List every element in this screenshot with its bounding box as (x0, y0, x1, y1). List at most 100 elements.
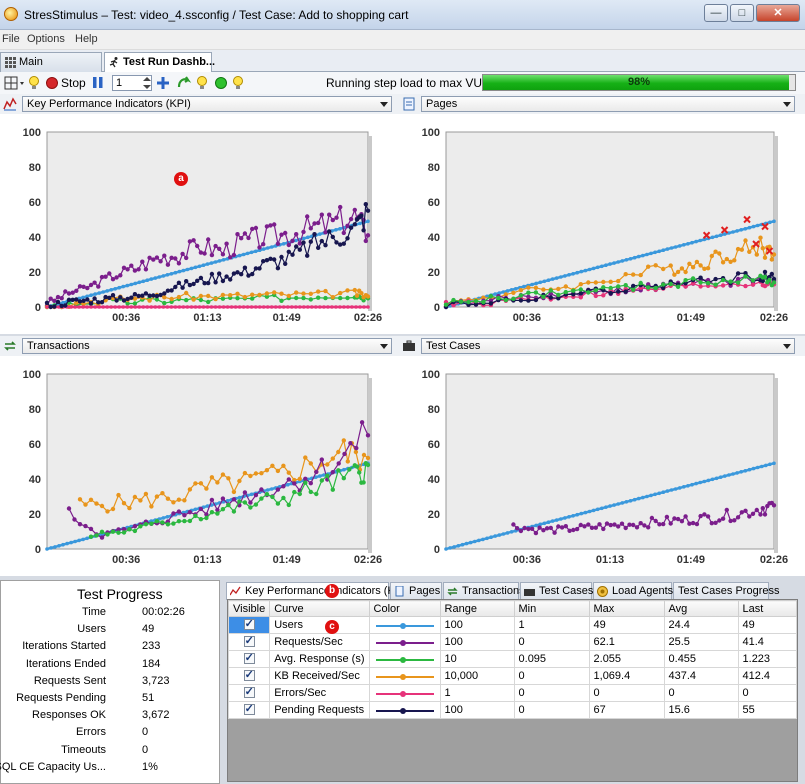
tab-pages-label: Pages (409, 585, 441, 597)
col-visible[interactable]: Visible (227, 600, 271, 617)
series-point (290, 305, 294, 309)
stop-button[interactable]: Stop (46, 76, 86, 92)
series-point (466, 299, 471, 305)
stepper-arrows-icon[interactable] (142, 75, 152, 91)
col-max[interactable]: Max (588, 600, 665, 617)
series-point (595, 507, 600, 512)
series-point (705, 266, 711, 271)
status-green-icon[interactable] (214, 75, 228, 91)
series-point (710, 235, 715, 240)
visible-checkbox[interactable] (243, 668, 255, 681)
maximize-button[interactable]: □ (730, 4, 754, 22)
cell-max: 1,069.4 (588, 667, 665, 685)
series-point (275, 266, 281, 271)
visible-checkbox[interactable] (243, 651, 255, 664)
error-marker (743, 215, 751, 224)
visible-checkbox[interactable] (243, 685, 255, 698)
series-point (496, 295, 501, 301)
series-point (653, 492, 657, 497)
curve-color-swatch (368, 667, 441, 685)
pages-selector-dropdown[interactable]: Pages (421, 96, 795, 112)
transactions-icon (447, 587, 458, 596)
series-point (646, 285, 651, 290)
series-point (215, 511, 220, 516)
col-avg[interactable]: Avg (663, 600, 739, 617)
tab-pages[interactable]: Pages (390, 582, 442, 599)
series-point (202, 251, 207, 256)
lightbulb-icon[interactable] (196, 75, 208, 91)
series-point (52, 298, 57, 303)
minimize-button[interactable]: — (704, 4, 728, 22)
refresh-arrow-icon[interactable] (176, 75, 192, 91)
col-color[interactable]: Color (368, 600, 441, 617)
test-cases-selector-dropdown[interactable]: Test Cases (421, 338, 795, 354)
add-icon[interactable] (156, 75, 170, 91)
curve-color-swatch (368, 633, 441, 651)
tab-kpi[interactable]: Key Performance Indicators (KPI) (226, 582, 409, 600)
visible-cell (227, 616, 271, 634)
layout-grid-icon[interactable] (4, 75, 26, 91)
series-point (294, 295, 299, 301)
series-point (297, 241, 302, 246)
series-point (694, 259, 700, 265)
series-point (237, 305, 242, 309)
menu-file[interactable]: File (2, 33, 20, 45)
series-point (698, 284, 703, 289)
col-min[interactable]: Min (513, 600, 590, 617)
tab-test-cases-progress[interactable]: Test Cases Progress (673, 582, 779, 599)
series-point (308, 461, 313, 466)
series-point (269, 245, 274, 249)
close-button[interactable]: ✕ (756, 4, 800, 22)
pause-icon[interactable] (92, 75, 104, 91)
visible-checkbox[interactable] (243, 617, 255, 630)
tab-transactions[interactable]: Transactions (443, 582, 525, 599)
col-curve[interactable]: Curve (269, 600, 370, 617)
series-point (771, 280, 777, 285)
series-point (180, 251, 185, 257)
series-point (567, 528, 572, 533)
transactions-selector-dropdown[interactable]: Transactions (22, 338, 392, 354)
stop-icon (46, 77, 58, 89)
menu-options[interactable]: Options (27, 33, 65, 45)
kpi-selector-dropdown[interactable]: Key Performance Indicators (KPI) (22, 96, 392, 112)
series-point (759, 464, 764, 469)
menu-help[interactable]: Help (75, 33, 98, 45)
series-point (316, 295, 321, 300)
series-point (451, 297, 456, 303)
series-point (589, 525, 595, 530)
series-point (631, 272, 636, 277)
series-point (129, 282, 134, 287)
series-point (456, 544, 461, 548)
lightbulb-icon[interactable] (232, 75, 244, 91)
lightbulb-icon[interactable] (28, 75, 40, 91)
series-point (283, 230, 288, 236)
series-point (116, 527, 121, 532)
series-point (253, 249, 258, 254)
series-point (686, 242, 690, 246)
visible-checkbox[interactable] (243, 634, 255, 647)
tab-load-agents[interactable]: Load Agents (593, 582, 673, 599)
visible-checkbox[interactable] (243, 702, 255, 715)
step-count-stepper[interactable] (112, 75, 152, 91)
col-last[interactable]: Last (737, 600, 798, 617)
series-point (713, 520, 718, 525)
series-point (77, 305, 81, 309)
progress-row-label: Timeouts (61, 743, 106, 756)
tab-test-cases[interactable]: Test Cases (520, 582, 593, 599)
series-point (314, 491, 319, 497)
tab-main[interactable]: Main (0, 52, 102, 72)
progress-row-label: Requests Pending (16, 692, 106, 704)
tab-test-run-dashboard[interactable]: Test Run Dashb... (104, 52, 215, 73)
series-point (217, 271, 222, 276)
col-range[interactable]: Range (439, 600, 515, 617)
pages-chart: 0 20 40 60 80 100 00:36 01:13 01:49 02:26 (422, 127, 788, 324)
series-point (303, 455, 308, 460)
tab-test-cases-progress-label: Test Cases Progress (678, 585, 780, 597)
series-point (493, 292, 497, 296)
